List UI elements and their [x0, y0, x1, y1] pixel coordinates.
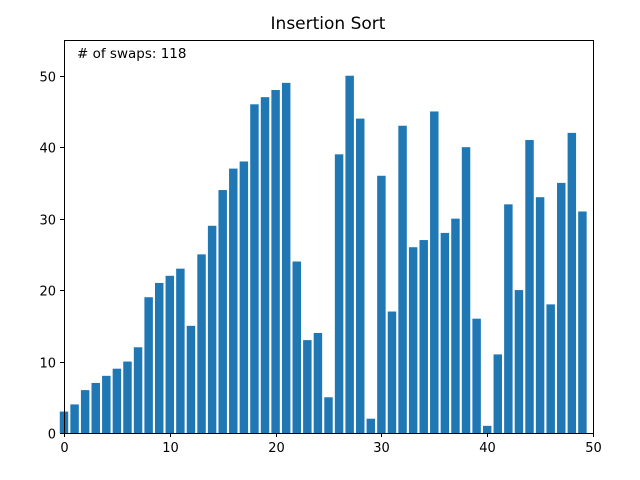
x-tick-label: 10	[162, 441, 179, 456]
bar-46	[546, 304, 555, 433]
bar-35	[430, 111, 439, 434]
bar-1	[70, 404, 79, 433]
bar-29	[366, 418, 376, 433]
bar-20	[271, 90, 280, 433]
x-tick-label: 0	[60, 441, 68, 456]
y-tick-label: 30	[39, 214, 56, 229]
bar-23	[303, 340, 312, 433]
bar-24	[313, 332, 323, 433]
bar-11	[176, 268, 185, 433]
bar-5	[112, 368, 122, 433]
bars-group	[59, 75, 587, 434]
y-axis: 0 10 20 30 40 50	[39, 71, 64, 443]
bar-8	[144, 297, 153, 433]
bar-6	[123, 361, 132, 433]
y-tick-label: 50	[39, 71, 56, 86]
bar-36	[440, 232, 450, 433]
bar-42	[504, 204, 513, 433]
bar-26	[334, 154, 344, 433]
swap-count-annotation: # of swaps: 118	[77, 46, 186, 62]
bar-12	[186, 325, 196, 433]
bar-31	[387, 311, 397, 433]
bar-41	[493, 354, 503, 433]
bar-43	[514, 290, 524, 433]
bar-37	[451, 218, 460, 433]
bar-4	[102, 375, 111, 433]
bar-39	[472, 318, 481, 433]
axes-frame	[64, 40, 594, 434]
bar-15	[218, 190, 227, 433]
y-tick-label: 40	[39, 142, 56, 157]
y-tick-label: 10	[39, 357, 56, 372]
bar-27	[345, 75, 354, 434]
bar-44	[525, 140, 534, 433]
bar-13	[197, 254, 206, 433]
x-tick-label: 20	[268, 441, 285, 456]
bar-33	[408, 247, 418, 433]
bar-9	[154, 282, 164, 433]
bar-28	[356, 118, 365, 433]
bar-45	[535, 197, 545, 433]
bar-34	[419, 240, 428, 433]
bar-10	[165, 275, 175, 433]
bar-40	[482, 425, 492, 433]
bar-47	[557, 182, 566, 433]
chart-title: Insertion Sort	[271, 14, 386, 34]
y-tick-label: 0	[48, 428, 56, 443]
x-tick-label: 30	[373, 441, 390, 456]
bar-49	[578, 211, 587, 433]
bar-30	[377, 175, 386, 433]
bar-38	[461, 147, 471, 433]
bar-25	[324, 397, 333, 433]
x-axis: 0 10 20 30 40 50	[60, 433, 602, 456]
x-tick-label: 40	[479, 441, 496, 456]
bar-16	[229, 168, 238, 434]
bar-22	[292, 261, 301, 433]
bar-17	[239, 161, 249, 434]
bar-48	[567, 132, 577, 433]
bar-19	[260, 97, 270, 433]
bar-32	[398, 125, 407, 433]
bar-3	[91, 382, 100, 433]
bar-18	[250, 104, 259, 434]
x-tick-label: 50	[585, 441, 602, 456]
bar-7	[133, 347, 143, 433]
bar-21	[281, 82, 291, 433]
bar-2	[80, 390, 90, 433]
y-tick-label: 20	[39, 285, 56, 300]
bar-14	[207, 225, 217, 433]
